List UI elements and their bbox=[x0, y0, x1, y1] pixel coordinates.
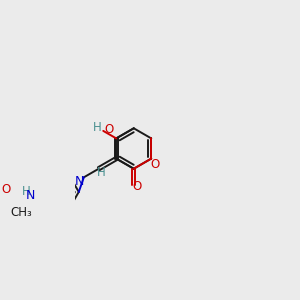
Text: N: N bbox=[75, 175, 84, 188]
Text: O: O bbox=[105, 123, 114, 136]
Text: H: H bbox=[93, 122, 102, 134]
Text: O: O bbox=[150, 158, 160, 171]
Text: O: O bbox=[133, 180, 142, 193]
Text: N: N bbox=[26, 189, 35, 202]
Text: H: H bbox=[22, 185, 31, 198]
Text: CH₃: CH₃ bbox=[10, 206, 32, 219]
Text: O: O bbox=[1, 183, 10, 196]
Text: H: H bbox=[98, 166, 106, 179]
